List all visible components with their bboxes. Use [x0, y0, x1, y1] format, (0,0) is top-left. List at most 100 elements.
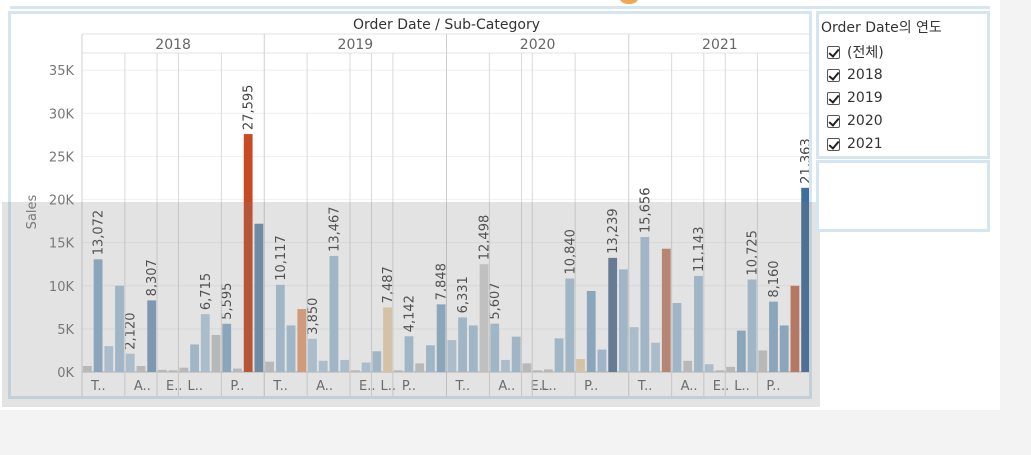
bar[interactable]: [415, 363, 425, 372]
bar[interactable]: [426, 345, 435, 372]
bar[interactable]: [115, 285, 124, 372]
bar[interactable]: [672, 303, 682, 372]
bar[interactable]: [501, 359, 510, 372]
bar[interactable]: [265, 361, 275, 372]
bar[interactable]: [490, 323, 500, 372]
bar[interactable]: [736, 330, 746, 372]
bar[interactable]: [275, 284, 285, 372]
bar[interactable]: [158, 369, 167, 372]
filter-title: Order Date의 연도: [821, 20, 942, 36]
bar[interactable]: [447, 340, 457, 372]
bar[interactable]: [747, 279, 757, 372]
y-axis-label: Sales: [25, 194, 40, 229]
sales-bar-chart[interactable]: Order Date / Sub-Category Sales 0K 5K 10K 15K…: [11, 14, 814, 396]
subcategory-label: A..: [498, 379, 515, 394]
bar[interactable]: [618, 269, 628, 372]
data-label: 10,117: [274, 235, 289, 281]
bar[interactable]: [329, 255, 339, 372]
bar[interactable]: [715, 370, 725, 372]
bar[interactable]: [168, 370, 178, 372]
year-header: 2021: [702, 37, 738, 53]
bar[interactable]: [468, 325, 478, 372]
subcategory-label: P..: [230, 379, 244, 394]
bar[interactable]: [243, 134, 253, 372]
bar[interactable]: [82, 365, 92, 372]
bar[interactable]: [779, 325, 789, 372]
year-header: 2020: [520, 37, 556, 53]
bar[interactable]: [125, 353, 135, 372]
bar[interactable]: [565, 278, 575, 372]
bar[interactable]: [190, 344, 199, 372]
bar[interactable]: [801, 187, 811, 372]
bar[interactable]: [404, 336, 414, 372]
subcategory-label: P..: [584, 379, 598, 394]
bar[interactable]: [597, 349, 607, 372]
subcategory-label: P..: [766, 379, 780, 394]
bar[interactable]: [726, 366, 735, 372]
subcategory-label: L..: [734, 379, 750, 394]
bar[interactable]: [340, 359, 350, 372]
bar[interactable]: [586, 290, 596, 372]
bar[interactable]: [211, 334, 221, 372]
bar[interactable]: [104, 346, 114, 372]
bar[interactable]: [383, 307, 392, 372]
subcategory-label: A..: [316, 379, 333, 394]
bar[interactable]: [136, 365, 146, 372]
bar[interactable]: [683, 360, 693, 372]
filter-option-label: 2021: [847, 136, 883, 152]
filter-option-2020[interactable]: 2020: [827, 111, 883, 131]
bar[interactable]: [200, 314, 210, 372]
filter-option-2019[interactable]: 2019: [827, 88, 883, 108]
filter-option-all[interactable]: (전체): [827, 42, 884, 62]
bar[interactable]: [576, 359, 585, 372]
bar[interactable]: [308, 338, 317, 372]
data-label: 27,595: [242, 85, 257, 131]
checkbox-icon[interactable]: [827, 45, 840, 59]
bar[interactable]: [522, 363, 532, 372]
bar[interactable]: [758, 350, 768, 372]
data-label: 12,498: [478, 215, 493, 261]
checkbox-icon[interactable]: [827, 91, 840, 105]
bar[interactable]: [297, 309, 307, 372]
bar[interactable]: [361, 362, 371, 372]
bar[interactable]: [533, 370, 543, 372]
bar[interactable]: [372, 351, 382, 372]
bar[interactable]: [543, 369, 553, 372]
bar[interactable]: [179, 367, 189, 372]
bar[interactable]: [640, 237, 650, 372]
bar[interactable]: [222, 323, 232, 372]
bar[interactable]: [286, 325, 296, 372]
bar[interactable]: [147, 300, 157, 372]
checkbox-icon[interactable]: [827, 68, 840, 82]
bar[interactable]: [233, 368, 242, 372]
bar[interactable]: [479, 264, 489, 372]
bar[interactable]: [661, 248, 671, 372]
checkbox-icon[interactable]: [827, 137, 840, 151]
bar[interactable]: [393, 370, 403, 372]
bar[interactable]: [769, 301, 778, 372]
filter-option-2018[interactable]: 2018: [827, 65, 883, 85]
bar[interactable]: [651, 342, 660, 372]
bar[interactable]: [350, 370, 360, 372]
filter-option-2021[interactable]: 2021: [827, 134, 883, 154]
bar[interactable]: [458, 317, 467, 372]
bar[interactable]: [254, 223, 264, 372]
bar[interactable]: [704, 364, 714, 372]
bar[interactable]: [318, 360, 328, 372]
bar[interactable]: [629, 327, 639, 372]
y-tick-label: 25K: [49, 150, 75, 165]
y-tick-label: 15K: [49, 237, 75, 252]
checkbox-icon[interactable]: [827, 114, 840, 128]
data-label: 7,487: [381, 266, 396, 303]
bar[interactable]: [511, 336, 521, 372]
bar[interactable]: [790, 285, 800, 372]
bar[interactable]: [436, 304, 446, 372]
bar[interactable]: [608, 257, 618, 372]
subcategory-label: L..: [380, 379, 396, 394]
bar[interactable]: [93, 259, 103, 372]
y-tick-label: 20K: [49, 194, 75, 209]
data-label: 7,848: [435, 263, 450, 300]
bar[interactable]: [694, 275, 703, 372]
bar[interactable]: [554, 338, 564, 372]
data-label: 3,850: [306, 298, 321, 335]
